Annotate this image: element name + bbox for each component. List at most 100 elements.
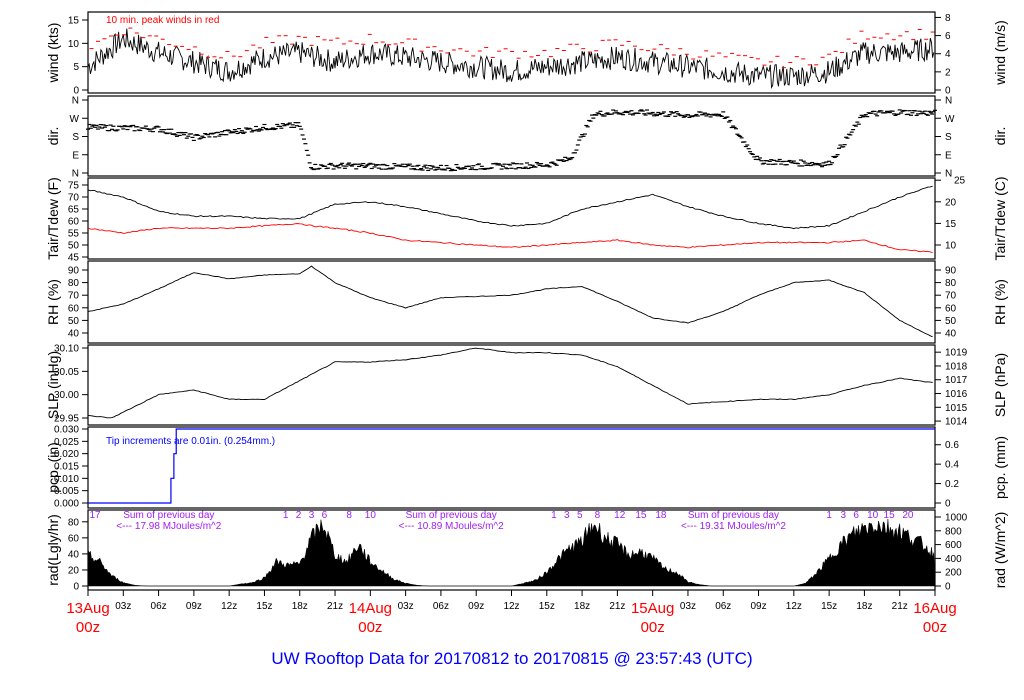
dir-yr-tick-label: E (945, 150, 952, 161)
rh-y-tick-label: 70 (68, 291, 80, 302)
pcp-yr-tick-label: 0.2 (945, 479, 959, 490)
rh-yr-tick-label: 80 (945, 278, 957, 289)
time-tick-label: 06z (151, 601, 167, 612)
sun-hour-mark: 6 (853, 510, 859, 521)
wind-y-tick-label: 5 (73, 62, 79, 73)
rad-ylabel-right: rad (W/m^2) (992, 512, 1008, 589)
daily-sum-value: <--- 10.89 MJoules/m^2 (399, 521, 504, 532)
temp-yr-tick-label: 20 (945, 197, 957, 208)
sun-hour-mark: 3 (564, 510, 570, 521)
sun-hour-mark: 1 (551, 510, 557, 521)
rad-yr-tick-label: 1000 (945, 513, 968, 524)
radiation-area (87, 519, 936, 587)
time-tick-label: 21z (327, 601, 343, 612)
pcp-y-tick-label: 0.015 (54, 462, 79, 473)
temp-y-tick-label: 45 (68, 253, 80, 264)
daily-sum-value: <--- 19.31 MJoules/m^2 (681, 521, 786, 532)
sun-hour-mark: 12 (614, 510, 626, 521)
temp-yr-tick-label: 25 (954, 176, 966, 187)
rh-rh-line (87, 265, 933, 338)
rad-ylabel: rad(Lgly/hr) (45, 514, 61, 586)
rh-y-tick-label: 90 (68, 266, 80, 277)
slp-y-tick-label: 30.00 (54, 390, 79, 401)
time-tick-label: 15z (539, 601, 555, 612)
time-tick-label: 15z (821, 601, 837, 612)
slp-plot-frame (87, 344, 936, 426)
temp-y-tick-label: 60 (68, 217, 80, 228)
temp-panel: Tair/Tdew (F) Tair/Tdew (C) (45, 176, 1008, 260)
rh-yr-tick-label: 90 (945, 266, 957, 277)
time-tick-label: 06z (433, 601, 449, 612)
rad-y-tick-label: 80 (68, 517, 80, 528)
slp-ylabel: SLP (inHg) (45, 351, 61, 419)
pcp-ylabel: pcp. (in) (45, 442, 61, 493)
time-tick-label: 03z (115, 601, 131, 612)
time-tick-label: 21z (609, 601, 625, 612)
pcp-ylabel-right: pcp. (mm) (992, 436, 1008, 499)
rh-yr-tick-label: 40 (945, 329, 957, 340)
slp-slp-line (87, 347, 933, 419)
time-tick-label: 12z (221, 601, 237, 612)
pcp-panel: pcp. (in) pcp. (mm) Tip increments are 0.0… (45, 426, 1008, 509)
wind-y-tick-label: 0 (73, 86, 79, 97)
time-tick-label: 18z (574, 601, 590, 612)
slp-y-tick-label: 29.95 (54, 414, 79, 425)
daily-sum-label: Sum of previous day (123, 510, 214, 521)
pcp-y-tick-label: 0.030 (54, 425, 79, 436)
wind-ylabel-right: wind (m/s) (992, 20, 1008, 86)
day-label: 16Aug (913, 600, 956, 617)
pcp-y-tick-label: 0.020 (54, 449, 79, 460)
pcp-y-tick-label: 0.000 (54, 499, 79, 510)
slp-yr-tick-label: 1017 (945, 375, 968, 386)
sun-hour-mark: 1 (826, 510, 832, 521)
rad-yr-tick-label: 0 (945, 582, 951, 593)
time-tick-label: 09z (750, 601, 766, 612)
temp-yr-tick-label: 10 (945, 241, 957, 252)
time-tick-label: 12z (503, 601, 519, 612)
sun-hour-mark: 2 (296, 510, 302, 521)
rad-yr-tick-label: 800 (945, 526, 962, 537)
daily-sum-value: <--- 17.98 MJoules/m^2 (116, 521, 221, 532)
wind-yr-tick-label: 2 (945, 67, 951, 78)
wind-speed-line (87, 28, 935, 90)
temp-y-tick-label: 70 (68, 193, 80, 204)
pcp-yr-tick-label: 0 (945, 499, 951, 510)
sun-hour-mark: 3 (309, 510, 315, 521)
daily-sum-label: Sum of previous day (688, 510, 779, 521)
temp-tdew-line (87, 223, 933, 254)
chart-title: UW Rooftop Data for 20170812 to 20170815… (271, 649, 753, 668)
sun-hour-mark: 10 (365, 510, 377, 521)
time-tick-label: 03z (680, 601, 696, 612)
dir-plot-frame (87, 95, 936, 177)
temp-y-tick-label: 50 (68, 241, 80, 252)
rh-ylabel-right: RH (%) (992, 279, 1008, 325)
sun-hour-mark: 8 (595, 510, 601, 521)
rad-y-tick-label: 40 (68, 549, 80, 560)
sun-hour-mark: 17 (89, 510, 101, 521)
rad-yr-tick-label: 600 (945, 540, 962, 551)
wind-yr-tick-label: 8 (945, 13, 951, 24)
slp-yr-tick-label: 1019 (945, 348, 968, 359)
dir-y-tick-label: N (72, 169, 79, 180)
sun-hour-mark: 15 (884, 510, 896, 521)
wind-ylabel: wind (kts) (45, 23, 61, 84)
dir-y-tick-label: E (72, 150, 79, 161)
pcp-y-tick-label: 0.025 (54, 437, 79, 448)
temp-ylabel: Tair/Tdew (F) (45, 177, 61, 259)
sun-hour-mark: 3 (840, 510, 846, 521)
rad-panel: rad(Lgly/hr) rad (W/m^2)17 1 2 3 6 8 10 1 3 5 8 12 15… (45, 509, 1008, 591)
rh-yr-tick-label: 60 (945, 303, 957, 314)
rad-yr-tick-label: 200 (945, 568, 962, 579)
rh-yr-tick-label: 50 (945, 316, 957, 327)
temp-ylabel-right: Tair/Tdew (C) (992, 176, 1008, 260)
day-hour-label: 00z (641, 619, 665, 636)
temp-y-tick-label: 75 (68, 181, 80, 192)
dir-y-tick-label: N (72, 96, 79, 107)
dir-y-tick-label: S (72, 132, 79, 143)
wind-panel: wind (kts) wind (m/s) 10 min. peak winds i… (45, 11, 1008, 94)
slp-ylabel-right: SLP (hPa) (992, 353, 1008, 417)
temp-y-tick-label: 55 (68, 229, 80, 240)
rad-y-tick-label: 20 (68, 565, 80, 576)
slp-yr-tick-label: 1015 (945, 403, 968, 414)
